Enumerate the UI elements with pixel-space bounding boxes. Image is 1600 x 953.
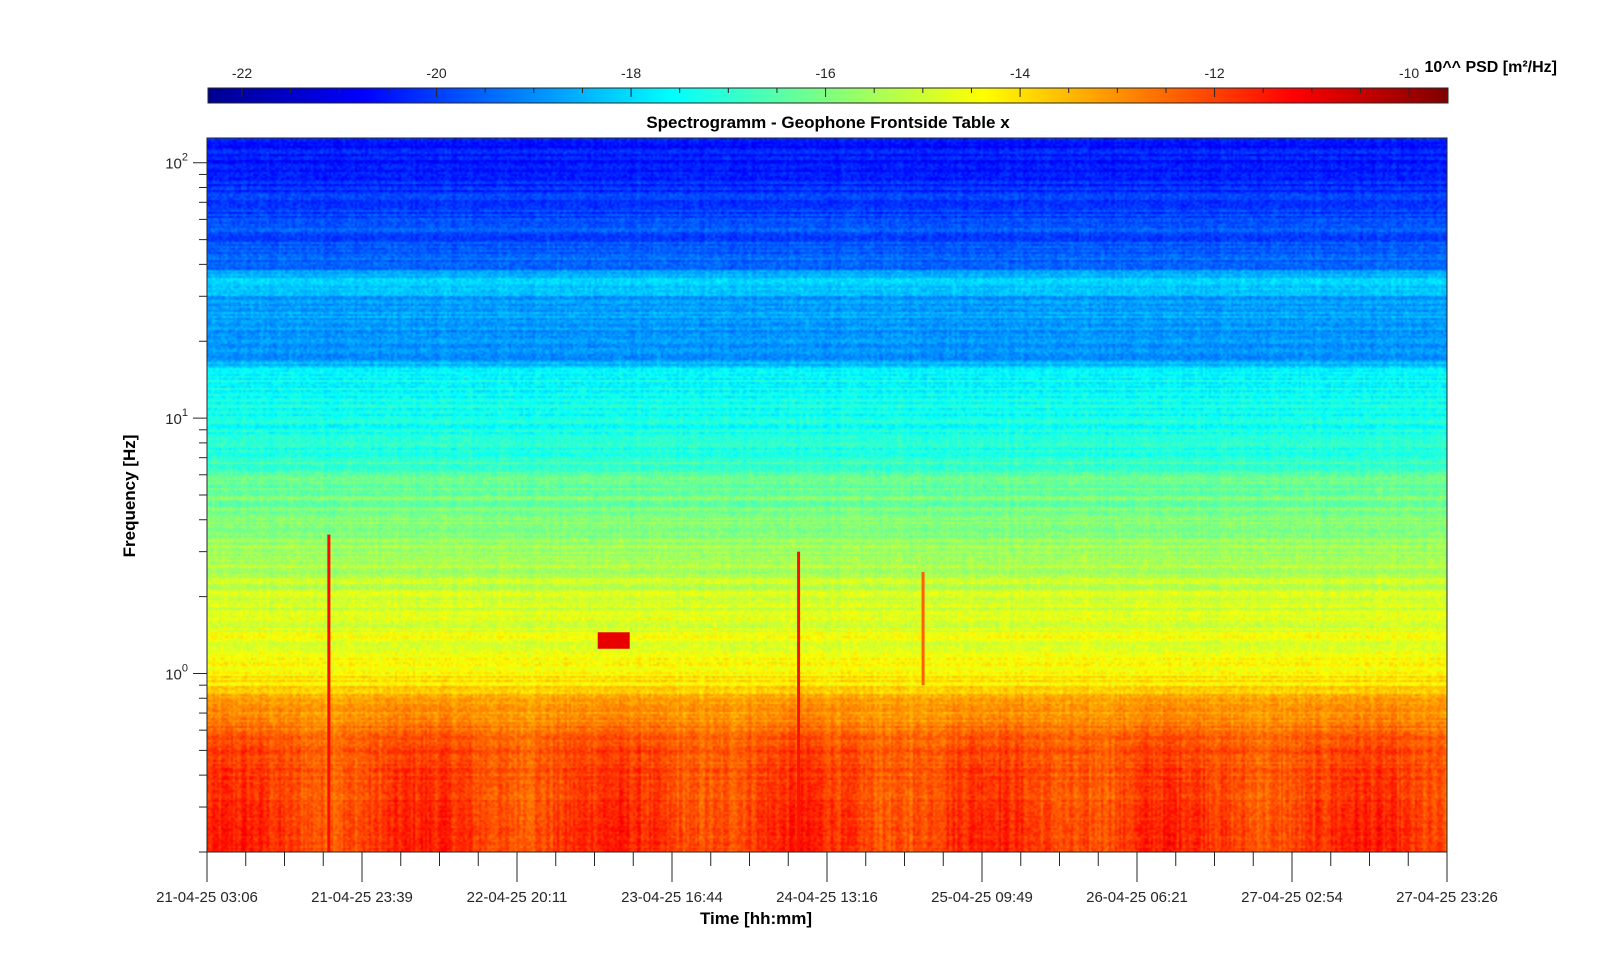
x-axis: 21-04-25 03:06 21-04-25 23:39 22-04-25 20:… — [156, 852, 1498, 906]
event-mark-0 — [327, 534, 331, 852]
event-mark-2 — [797, 551, 801, 852]
colorbar-tick-label-4: -14 — [1010, 65, 1030, 81]
x-tick-label-4: 24-04-25 13:16 — [776, 889, 878, 906]
colorbar-tick-label-5: -12 — [1204, 65, 1224, 81]
plot-frame — [206, 137, 1448, 853]
x-tick-label-5: 25-04-25 09:49 — [931, 889, 1033, 906]
chart-title: Spectrogramm - Geophone Frontside Table … — [646, 113, 1010, 132]
colorbar: -22 -20 -18 -16 -14 -12 -10 10^^ PSD [m²/Hz] — [207, 59, 1557, 104]
event-marks — [327, 534, 925, 852]
spectrogram-heatmap — [207, 138, 1447, 852]
colorbar-tick-label-6: -10 — [1399, 65, 1419, 81]
plot-area: 100 101 102 21-04-25 03:06 21-04-25 23:39 22… — [156, 137, 1498, 906]
y-axis-label: Frequency [Hz] — [120, 435, 139, 558]
colorbar-tick-label-2: -18 — [621, 65, 641, 81]
y-tick-label-1: 101 — [165, 407, 188, 428]
x-tick-label-3: 23-04-25 16:44 — [621, 889, 723, 906]
colorbar-label: 10^^ PSD [m²/Hz] — [1425, 59, 1557, 76]
y-tick-label-0: 100 — [165, 663, 188, 684]
colorbar-ticks: -22 -20 -18 -16 -14 -12 -10 — [232, 65, 1419, 97]
x-tick-label-0: 21-04-25 03:06 — [156, 889, 258, 906]
x-tick-label-8: 27-04-25 23:26 — [1396, 889, 1498, 906]
y-tick-label-2: 102 — [165, 152, 188, 173]
x-tick-label-2: 22-04-25 20:11 — [467, 889, 568, 906]
event-mark-3 — [921, 571, 925, 686]
colorbar-tick-label-0: -22 — [232, 65, 252, 81]
y-axis: 100 101 102 — [165, 152, 207, 853]
x-tick-label-7: 27-04-25 02:54 — [1241, 889, 1343, 906]
x-tick-label-6: 26-04-25 06:21 — [1086, 889, 1188, 906]
event-mark-1 — [597, 632, 630, 649]
x-tick-label-1: 21-04-25 23:39 — [311, 889, 413, 906]
colorbar-tick-label-3: -16 — [815, 65, 835, 81]
x-axis-label: Time [hh:mm] — [700, 909, 812, 928]
colorbar-tick-label-1: -20 — [426, 65, 446, 81]
colorbar-gradient — [207, 87, 1449, 104]
